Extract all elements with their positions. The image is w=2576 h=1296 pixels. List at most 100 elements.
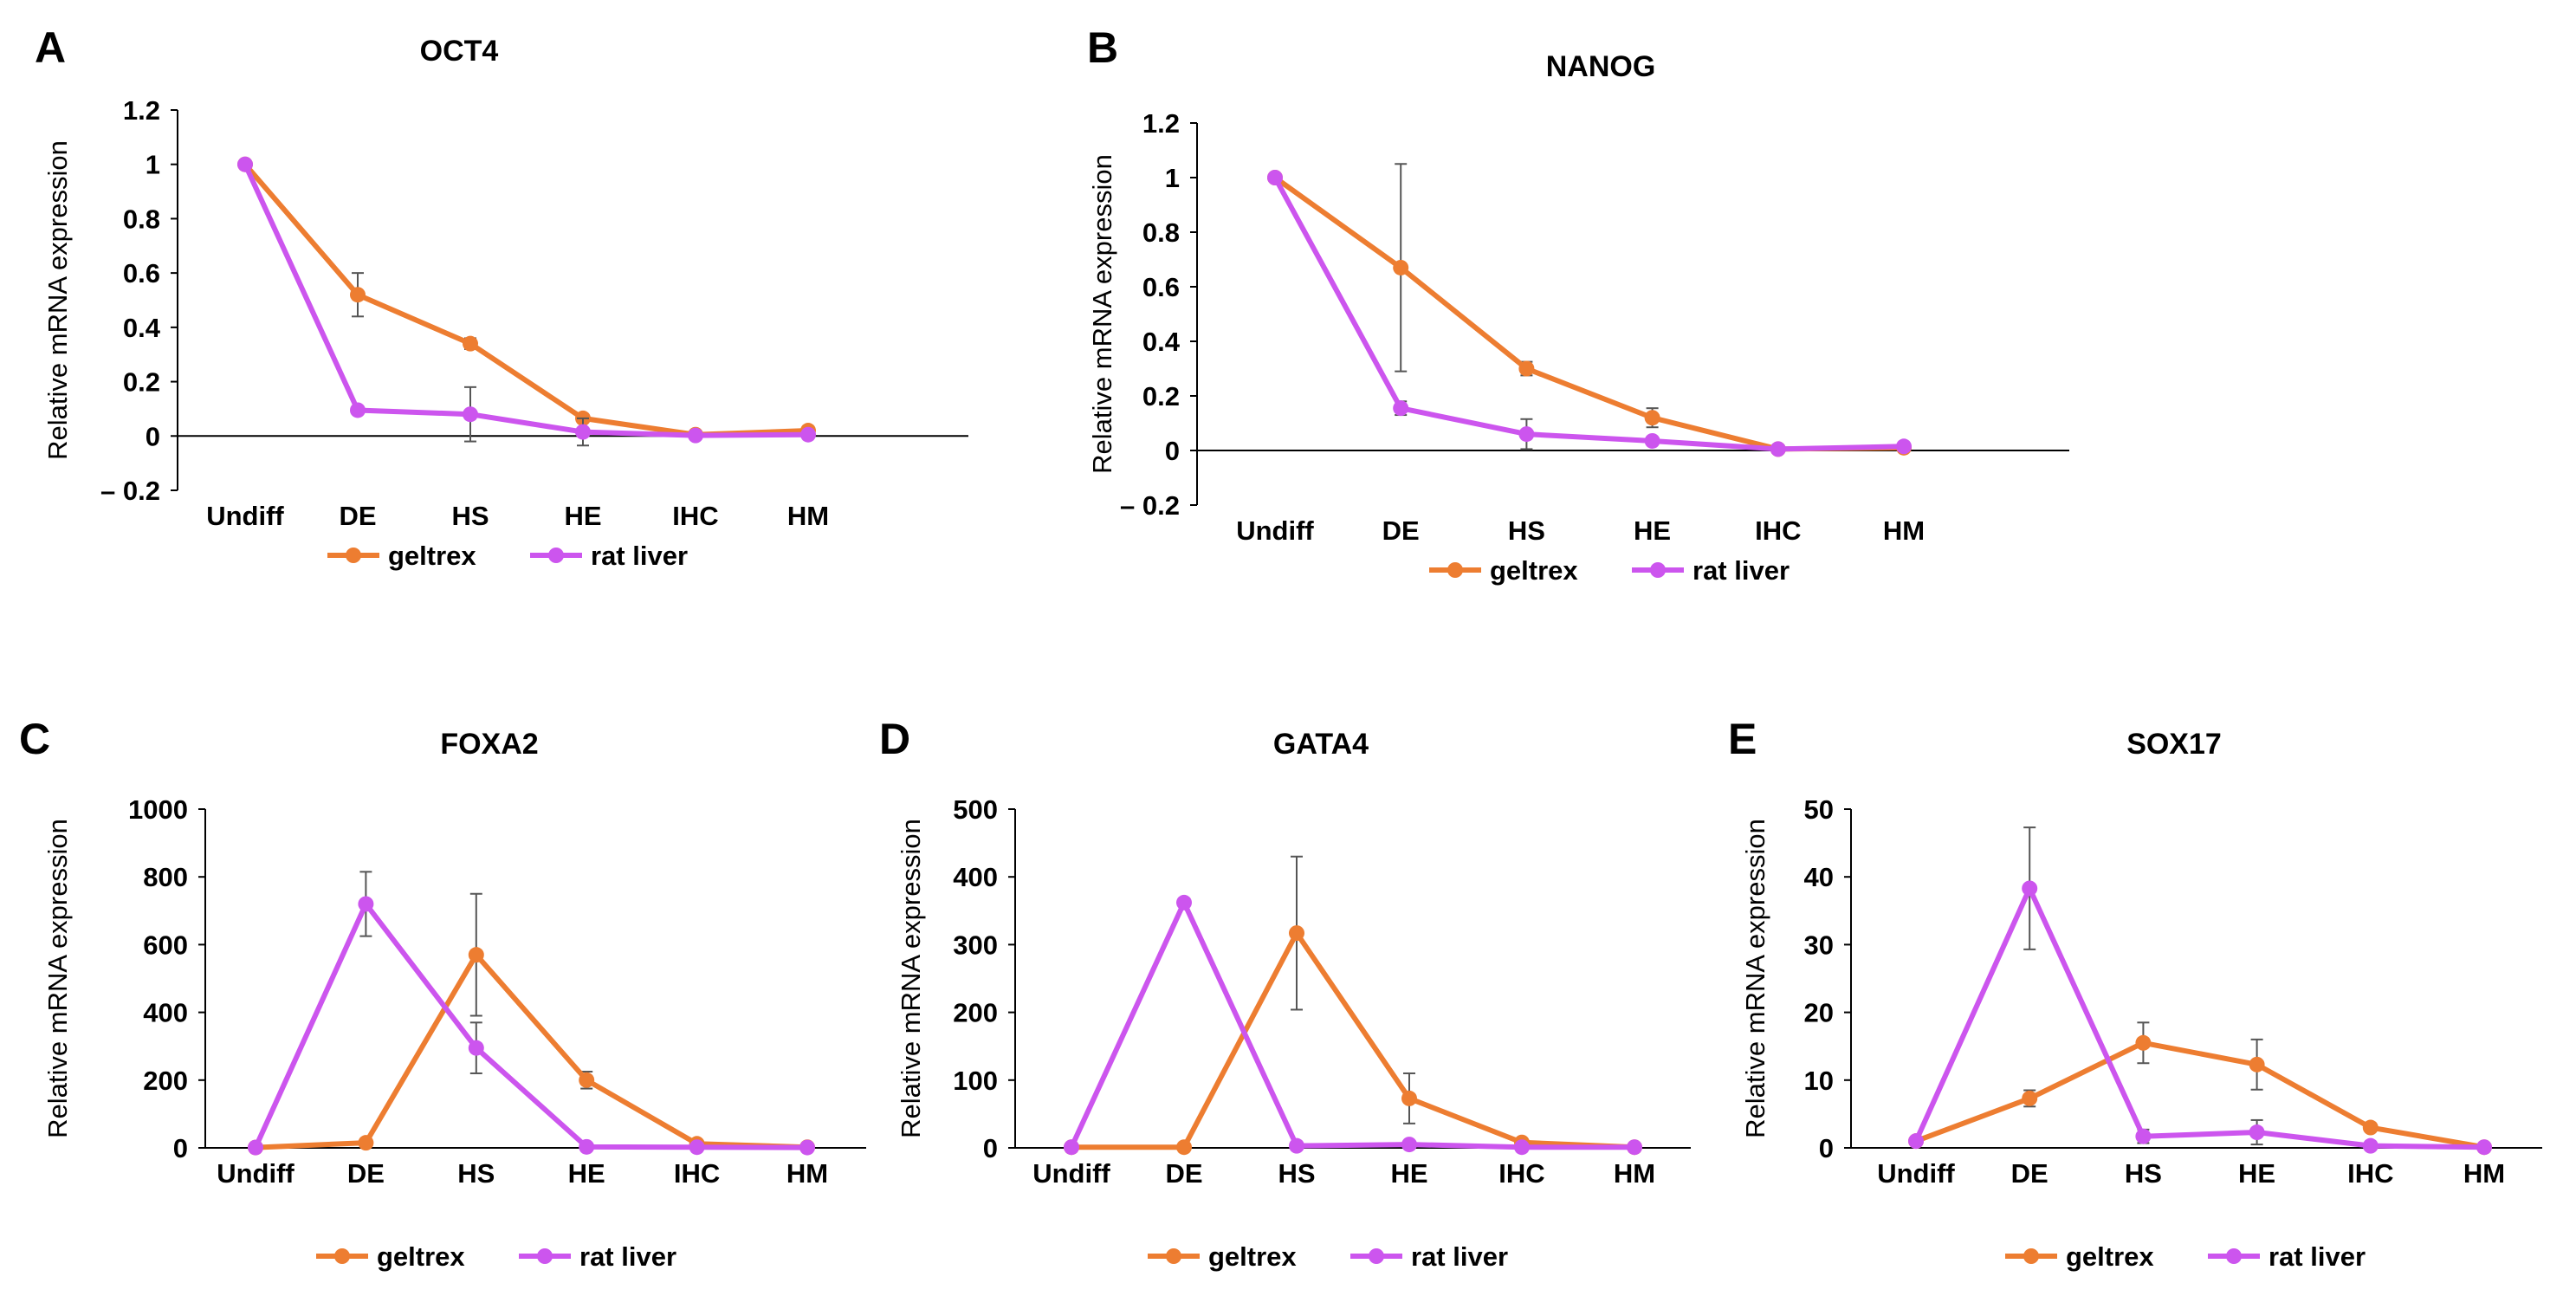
- series-geltrex: [1908, 1021, 2492, 1156]
- x-tick-label: IHC: [1755, 515, 1801, 546]
- legend-label: rat liver: [1411, 1241, 1508, 1272]
- y-tick-label: 1.2: [1142, 108, 1180, 139]
- series-rat-liver: [1064, 894, 1642, 1156]
- y-tick-label: 0: [1819, 1133, 1834, 1163]
- data-point: [688, 427, 703, 444]
- series-geltrex: [248, 892, 815, 1156]
- y-tick-label: 1: [1165, 163, 1180, 193]
- y-tick-label: 0.6: [1142, 272, 1180, 302]
- y-tick-label: 1.2: [123, 95, 160, 126]
- y-tick-label: 200: [953, 998, 998, 1028]
- legend: geltrex rat liver: [316, 1241, 676, 1272]
- data-point: [800, 426, 816, 443]
- y-tick-label: 30: [1804, 930, 1834, 960]
- chart-title: FOXA2: [440, 728, 538, 761]
- legend: geltrex rat liver: [327, 541, 688, 571]
- y-tick-label: 0.2: [123, 367, 160, 398]
- x-tick-label: HS: [2125, 1158, 2162, 1189]
- y-tick-label: 200: [143, 1066, 188, 1096]
- data-point: [350, 287, 366, 303]
- y-tick-label: 0: [173, 1133, 188, 1163]
- data-point: [1401, 1090, 1417, 1106]
- x-tick-label: DE: [1165, 1158, 1202, 1189]
- panel-d: D GATA4 Relative mRNA expression 0 100 200 300…: [879, 715, 1691, 1272]
- data-point: [1289, 925, 1304, 942]
- x-tick-label: Undiff: [1236, 515, 1314, 546]
- y-tick-label: 20: [1804, 998, 1834, 1028]
- y-tick-label: 40: [1804, 862, 1834, 892]
- data-point: [358, 896, 374, 912]
- y-axis-label: Relative mRNA expression: [896, 819, 926, 1138]
- data-point: [468, 947, 484, 963]
- panel-letter: B: [1087, 23, 1118, 72]
- y-tick-label: 500: [953, 794, 998, 825]
- y-tick-label: 100: [953, 1066, 998, 1096]
- panel-letter: D: [879, 715, 910, 763]
- x-tick-label: Undiff: [217, 1158, 294, 1189]
- y-axis-label: Relative mRNA expression: [1740, 819, 1770, 1138]
- data-point: [575, 424, 591, 440]
- y-tick-label: 0.4: [1142, 327, 1181, 357]
- x-tick-label: IHC: [2347, 1158, 2393, 1189]
- data-point: [237, 156, 253, 172]
- panel-letter: C: [19, 715, 50, 763]
- data-point: [2135, 1034, 2152, 1051]
- x-tick-label: HM: [1883, 515, 1925, 546]
- x-tick-label: HS: [1278, 1158, 1315, 1189]
- x-tick-label: HS: [457, 1158, 495, 1189]
- data-point: [1267, 170, 1283, 185]
- y-tick-label: 300: [953, 930, 998, 960]
- legend-label: rat liver: [2269, 1241, 2366, 1272]
- x-tick-label: IHC: [1498, 1158, 1544, 1189]
- panel-a: A OCT4 Relative mRNA expression – 0.2 0 0.2 0.…: [35, 23, 968, 571]
- data-point: [2362, 1137, 2379, 1154]
- x-tick-label: HM: [1614, 1158, 1655, 1189]
- x-tick-label: HM: [2463, 1158, 2505, 1189]
- series-line: [1069, 899, 1634, 1150]
- panel-e: E SOX17 Relative mRNA expression 0 10 20 30 40 5…: [1728, 715, 2542, 1272]
- legend-swatch-marker: [1650, 562, 1666, 578]
- y-tick-label: 50: [1804, 794, 1834, 825]
- series-rat-liver: [1908, 826, 2492, 1156]
- data-point: [2249, 1056, 2265, 1072]
- y-tick-label: 1000: [128, 794, 188, 825]
- legend-swatch-marker: [2226, 1248, 2242, 1264]
- x-tick-label: Undiff: [1877, 1158, 1955, 1189]
- data-point: [463, 335, 478, 352]
- data-point: [1176, 1139, 1192, 1156]
- panel-b: B NANOG Relative mRNA expression– 0.2 0 0.2 0…: [1087, 23, 2069, 586]
- y-tick-label: 0.4: [123, 313, 161, 343]
- x-tick-label: HE: [564, 501, 601, 531]
- x-tick-label: HM: [786, 1158, 828, 1189]
- y-tick-label: 0.2: [1142, 381, 1180, 411]
- legend: geltrex rat liver: [1148, 1241, 1508, 1272]
- series-line: [1913, 885, 2485, 1150]
- data-point: [1518, 426, 1535, 443]
- y-tick-label: 0: [1165, 436, 1180, 466]
- x-tick-label: HM: [787, 501, 829, 531]
- legend-swatch-marker: [537, 1248, 553, 1264]
- data-point: [1401, 1137, 1417, 1153]
- y-tick-label: 0.8: [1142, 217, 1180, 248]
- x-tick-label: DE: [339, 501, 376, 531]
- data-point: [1393, 400, 1409, 417]
- legend: geltrex rat liver: [1429, 555, 1790, 586]
- legend-swatch-marker: [1447, 562, 1463, 578]
- x-tick-label: Undiff: [206, 501, 284, 531]
- y-tick-label: 800: [143, 862, 188, 892]
- legend-label: geltrex: [377, 1241, 465, 1272]
- data-point: [1176, 894, 1192, 910]
- x-tick-label: Undiff: [1032, 1158, 1110, 1189]
- x-tick-label: HE: [2238, 1158, 2275, 1189]
- x-tick-label: DE: [1382, 515, 1420, 546]
- x-tick-label: HE: [1390, 1158, 1427, 1189]
- series-geltrex: [237, 156, 816, 443]
- data-point: [1393, 259, 1409, 275]
- data-point: [358, 1135, 374, 1151]
- legend-label: rat liver: [579, 1241, 676, 1272]
- x-tick-label: IHC: [674, 1158, 720, 1189]
- panel-letter: A: [35, 23, 66, 72]
- data-point: [2022, 880, 2038, 897]
- data-point: [579, 1138, 595, 1155]
- series-geltrex: [1064, 855, 1642, 1156]
